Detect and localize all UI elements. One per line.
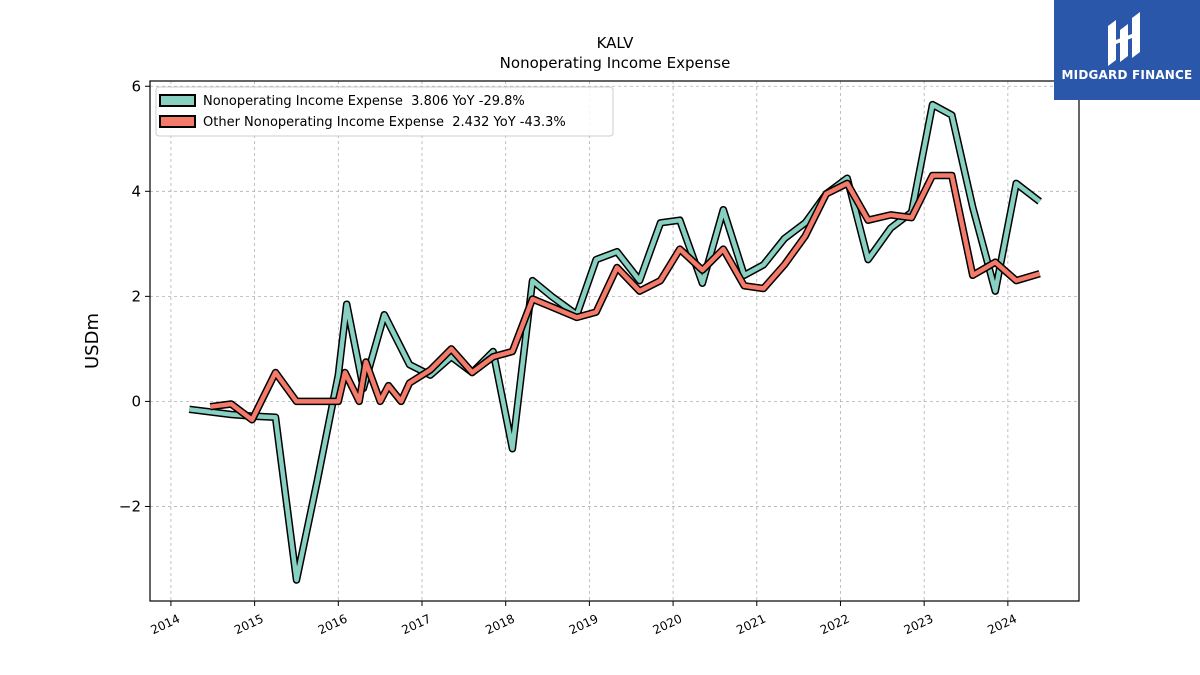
series-lines <box>188 100 1042 584</box>
chart-subtitle: Nonoperating Income Expense <box>500 54 731 72</box>
y-tick-label: 4 <box>131 182 141 200</box>
x-axis: 2014 2015 2016 2017 2018 2019 2020 2021 2022 2023… <box>148 601 1019 637</box>
legend: Nonoperating Income Expense 3.806 YoY -2… <box>155 86 614 137</box>
legend-label-nonoperating: Nonoperating Income Expense 3.806 YoY -2… <box>203 94 525 109</box>
y-tick-label: 6 <box>131 77 141 95</box>
legend-box <box>155 86 614 137</box>
x-tick-label: 2024 <box>985 612 1019 638</box>
y-tick-label: 0 <box>131 392 141 410</box>
x-tick-label: 2023 <box>902 612 936 638</box>
x-tick-label: 2016 <box>316 612 350 638</box>
x-tick-label: 2022 <box>818 612 852 638</box>
x-tick-label: 2014 <box>148 612 182 638</box>
x-tick-label: 2021 <box>734 612 768 638</box>
series-line-other-nonoperating <box>210 173 1041 423</box>
x-tick-label: 2015 <box>232 612 266 638</box>
brand-logo: MIDGARD FINANCE <box>1054 0 1200 100</box>
x-tick-label: 2020 <box>651 612 685 638</box>
y-axis-label: USDm <box>82 313 103 369</box>
y-tick-label: 2 <box>131 287 141 305</box>
legend-label-other: Other Nonoperating Income Expense 2.432 … <box>203 115 566 130</box>
x-tick-label: 2018 <box>483 612 517 638</box>
midgard-logo-icon <box>1108 12 1140 66</box>
series-line-nonoperating <box>189 102 1042 583</box>
plot-frame <box>149 80 1080 602</box>
y-tick-label: −2 <box>119 497 141 515</box>
legend-swatch-nonoperating <box>159 94 196 107</box>
legend-swatch-other <box>159 115 196 128</box>
brand-name: MIDGARD FINANCE <box>1061 68 1193 82</box>
chart-title: KALV <box>597 34 635 52</box>
x-tick-label: 2019 <box>567 612 601 638</box>
x-tick-label: 2017 <box>400 612 434 638</box>
series-outline-nonoperating <box>188 100 1042 584</box>
y-axis: −2 0 2 4 6 <box>119 77 150 515</box>
